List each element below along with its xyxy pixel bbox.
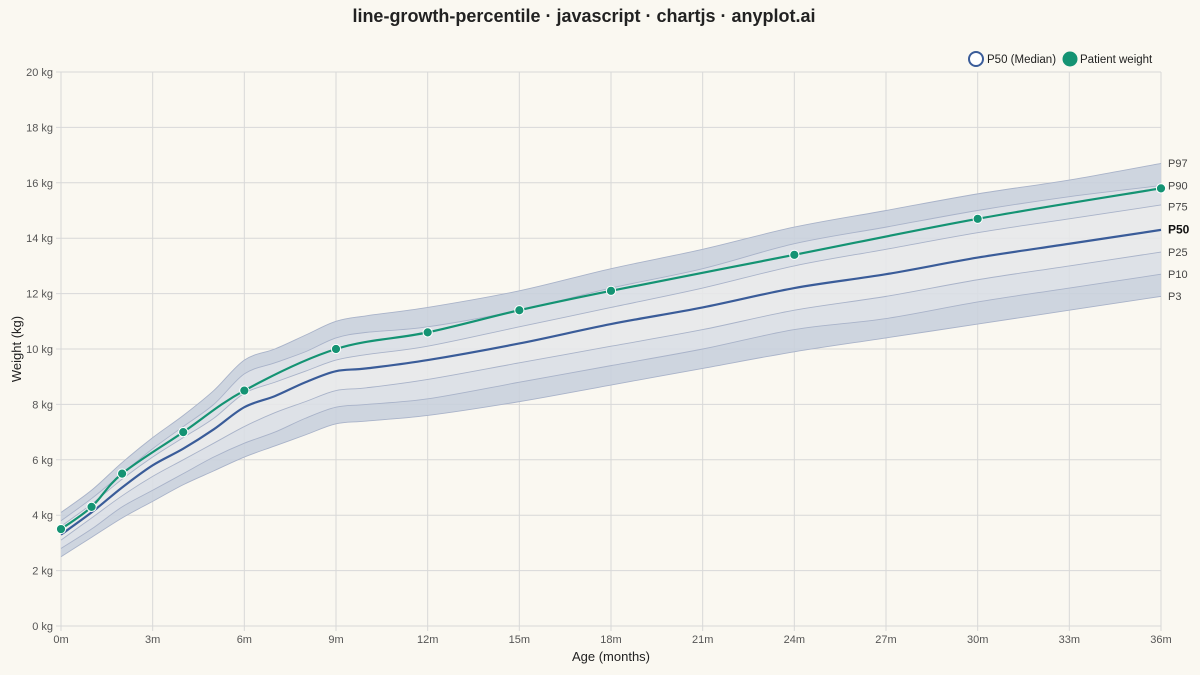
x-tick-label: 18m xyxy=(600,634,621,646)
grid-lines xyxy=(56,71,1162,631)
median-line-path xyxy=(60,228,1162,536)
legend-item-patient[interactable]: Patient weight xyxy=(1062,51,1153,67)
x-tick-label: 27m xyxy=(875,634,896,646)
y-tick-label: 20 kg xyxy=(26,67,53,79)
band-p3-p10 xyxy=(61,274,1161,557)
y-tick-label: 0 kg xyxy=(32,621,53,633)
x-axis-title: Age (months) xyxy=(572,649,650,664)
band-p25-p75 xyxy=(61,204,1161,541)
patient-point[interactable] xyxy=(1155,183,1167,194)
legend: P50 (Median) Patient weight xyxy=(968,51,1153,67)
percentile-label-p90: P90 xyxy=(1168,180,1188,192)
patient-point[interactable] xyxy=(605,285,617,296)
x-tick-label: 30m xyxy=(967,634,988,646)
percentile-line-p25 xyxy=(60,251,1162,541)
patient-point[interactable] xyxy=(86,501,97,512)
percentile-line-p10 xyxy=(60,273,1162,549)
median-line xyxy=(60,228,1162,536)
y-tick-label: 6 kg xyxy=(32,455,53,467)
percentile-label-p25: P25 xyxy=(1168,247,1188,259)
patient-point[interactable] xyxy=(789,249,800,260)
x-tick-label: 33m xyxy=(1059,634,1080,646)
y-tick-label: 8 kg xyxy=(32,399,53,411)
percentile-line-p90 xyxy=(60,185,1162,522)
y-tick-label: 2 kg xyxy=(32,566,53,578)
patient-point[interactable] xyxy=(422,327,433,338)
x-tick-label: 3m xyxy=(145,634,160,646)
patient-point[interactable] xyxy=(239,385,250,396)
percentile-line-p75 xyxy=(60,204,1162,527)
x-tick-label: 24m xyxy=(784,634,805,646)
patient-point[interactable] xyxy=(117,468,128,479)
chart-title: line-growth-percentile · javascript · ch… xyxy=(352,6,815,26)
x-tick-label: 6m xyxy=(237,634,252,646)
x-tick-label: 12m xyxy=(417,634,438,646)
y-tick-label: 16 kg xyxy=(26,178,53,190)
band-p75-p90 xyxy=(61,185,1161,527)
y-axis-title: Weight (kg) xyxy=(9,316,24,382)
percentile-label-p3: P3 xyxy=(1168,291,1181,303)
band-p10-p25 xyxy=(61,252,1161,549)
patient-point[interactable] xyxy=(330,343,342,355)
percentile-line-p97 xyxy=(60,162,1162,513)
y-axis-ticks: 0 kg 2 kg 4 kg 6 kg 8 kg 10 kg 12 kg 14 kg 16 kg… xyxy=(26,67,53,633)
legend-item-median[interactable]: P50 (Median) xyxy=(968,51,1056,67)
patient-point[interactable] xyxy=(972,213,983,224)
legend-median-label: P50 (Median) xyxy=(987,54,1056,66)
x-axis-ticks: 0m 3m 6m 9m 12m 15m 18m 21m 24m 27m 30m 33m 36m xyxy=(53,634,1171,646)
x-tick-label: 15m xyxy=(509,634,530,646)
patient-point[interactable] xyxy=(178,427,189,438)
x-tick-label: 9m xyxy=(328,634,343,646)
percentile-label-p97: P97 xyxy=(1168,158,1188,170)
x-tick-label: 36m xyxy=(1150,634,1171,646)
percentile-band-edges xyxy=(60,162,1162,558)
y-tick-label: 12 kg xyxy=(26,289,53,301)
legend-median-marker xyxy=(968,51,984,67)
y-tick-label: 4 kg xyxy=(32,510,53,522)
legend-patient-label: Patient weight xyxy=(1080,54,1153,66)
x-tick-label: 0m xyxy=(53,634,68,646)
legend-patient-marker xyxy=(1062,51,1078,67)
y-tick-label: 18 kg xyxy=(26,122,53,134)
patient-point[interactable] xyxy=(55,523,67,535)
percentile-label-p50: P50 xyxy=(1168,223,1190,237)
percentile-label-p10: P10 xyxy=(1168,269,1188,281)
y-tick-label: 14 kg xyxy=(26,233,53,245)
percentile-label-p75: P75 xyxy=(1168,201,1188,213)
patient-point[interactable] xyxy=(514,305,525,316)
patient-line xyxy=(60,187,1162,530)
x-tick-label: 21m xyxy=(692,634,713,646)
patient-series xyxy=(55,183,1167,535)
y-tick-label: 10 kg xyxy=(26,344,53,356)
percentile-line-p3 xyxy=(60,295,1162,558)
percentile-labels: P97 P90 P75 P50 P25 P10 P3 xyxy=(1168,158,1190,303)
